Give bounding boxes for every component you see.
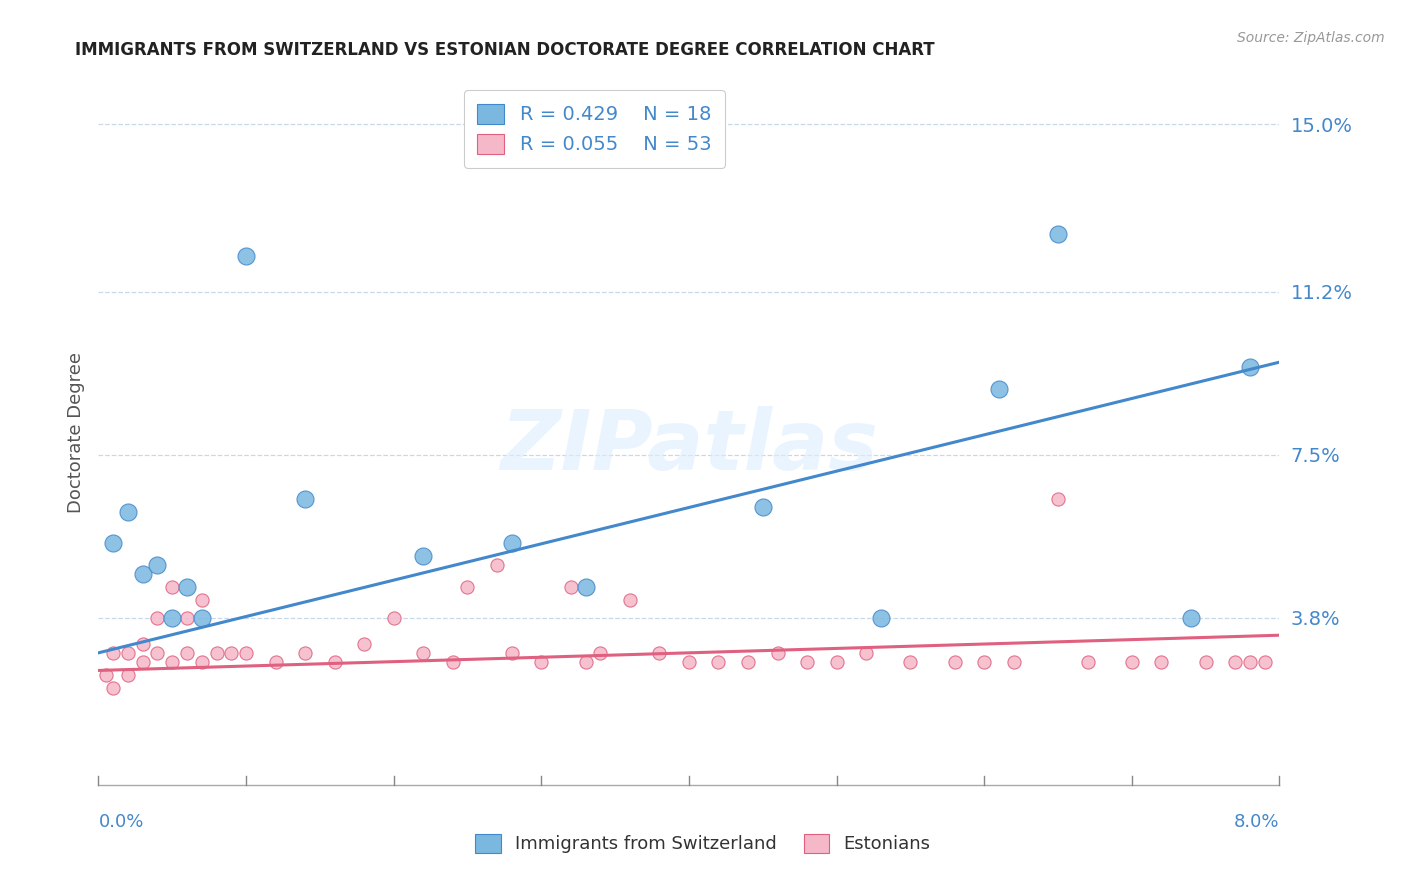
Point bbox=[737, 655, 759, 669]
Point bbox=[221, 646, 243, 660]
Point bbox=[382, 610, 405, 624]
Point bbox=[796, 655, 818, 669]
Point bbox=[191, 655, 214, 669]
Point bbox=[132, 637, 155, 651]
Point bbox=[589, 646, 612, 660]
Point bbox=[530, 655, 553, 669]
Point bbox=[235, 250, 257, 264]
Point bbox=[1077, 655, 1099, 669]
Text: ZIPatlas: ZIPatlas bbox=[501, 406, 877, 487]
Point bbox=[412, 549, 434, 563]
Point bbox=[294, 491, 316, 506]
Text: Source: ZipAtlas.com: Source: ZipAtlas.com bbox=[1237, 31, 1385, 45]
Point bbox=[191, 593, 214, 607]
Point bbox=[162, 610, 183, 624]
Point bbox=[678, 655, 700, 669]
Point bbox=[1225, 655, 1247, 669]
Point bbox=[1180, 610, 1202, 624]
Point bbox=[117, 646, 139, 660]
Point bbox=[457, 580, 479, 594]
Point bbox=[486, 558, 509, 572]
Point bbox=[1254, 655, 1277, 669]
Point bbox=[235, 646, 257, 660]
Text: 0.0%: 0.0% bbox=[98, 814, 143, 831]
Point bbox=[117, 668, 139, 682]
Point bbox=[205, 646, 228, 660]
Text: 8.0%: 8.0% bbox=[1234, 814, 1279, 831]
Point bbox=[855, 646, 877, 660]
Point bbox=[264, 655, 287, 669]
Point bbox=[441, 655, 464, 669]
Point bbox=[707, 655, 730, 669]
Point bbox=[1195, 655, 1218, 669]
Point bbox=[103, 646, 125, 660]
Point bbox=[1121, 655, 1143, 669]
Point bbox=[619, 593, 641, 607]
Point bbox=[94, 668, 117, 682]
Point bbox=[146, 646, 169, 660]
Point bbox=[1239, 359, 1261, 374]
Point bbox=[103, 535, 125, 549]
Text: IMMIGRANTS FROM SWITZERLAND VS ESTONIAN DOCTORATE DEGREE CORRELATION CHART: IMMIGRANTS FROM SWITZERLAND VS ESTONIAN … bbox=[75, 41, 935, 59]
Point bbox=[560, 580, 582, 594]
Point bbox=[752, 500, 775, 515]
Point bbox=[132, 655, 155, 669]
Point bbox=[162, 655, 183, 669]
Point bbox=[1046, 227, 1070, 242]
Point bbox=[943, 655, 966, 669]
Point bbox=[132, 566, 155, 581]
Point bbox=[988, 382, 1011, 396]
Point bbox=[191, 610, 214, 624]
Point bbox=[1150, 655, 1173, 669]
Point bbox=[973, 655, 995, 669]
Legend: R = 0.429    N = 18, R = 0.055    N = 53: R = 0.429 N = 18, R = 0.055 N = 53 bbox=[464, 90, 725, 168]
Point bbox=[176, 580, 198, 594]
Point bbox=[501, 535, 523, 549]
Point bbox=[323, 655, 346, 669]
Point bbox=[825, 655, 848, 669]
Point bbox=[176, 646, 198, 660]
Point bbox=[353, 637, 375, 651]
Point bbox=[146, 558, 169, 572]
Point bbox=[648, 646, 671, 660]
Point bbox=[146, 610, 169, 624]
Point bbox=[1239, 655, 1261, 669]
Point bbox=[176, 610, 198, 624]
Point bbox=[1002, 655, 1025, 669]
Legend: Immigrants from Switzerland, Estonians: Immigrants from Switzerland, Estonians bbox=[468, 827, 938, 861]
Point bbox=[501, 646, 523, 660]
Point bbox=[900, 655, 922, 669]
Point bbox=[575, 655, 598, 669]
Point bbox=[766, 646, 789, 660]
Point bbox=[103, 681, 125, 695]
Point bbox=[1046, 491, 1070, 506]
Point bbox=[117, 505, 139, 519]
Point bbox=[294, 646, 316, 660]
Point bbox=[412, 646, 434, 660]
Point bbox=[575, 580, 598, 594]
Y-axis label: Doctorate Degree: Doctorate Degree bbox=[66, 352, 84, 513]
Point bbox=[162, 580, 183, 594]
Point bbox=[870, 610, 893, 624]
